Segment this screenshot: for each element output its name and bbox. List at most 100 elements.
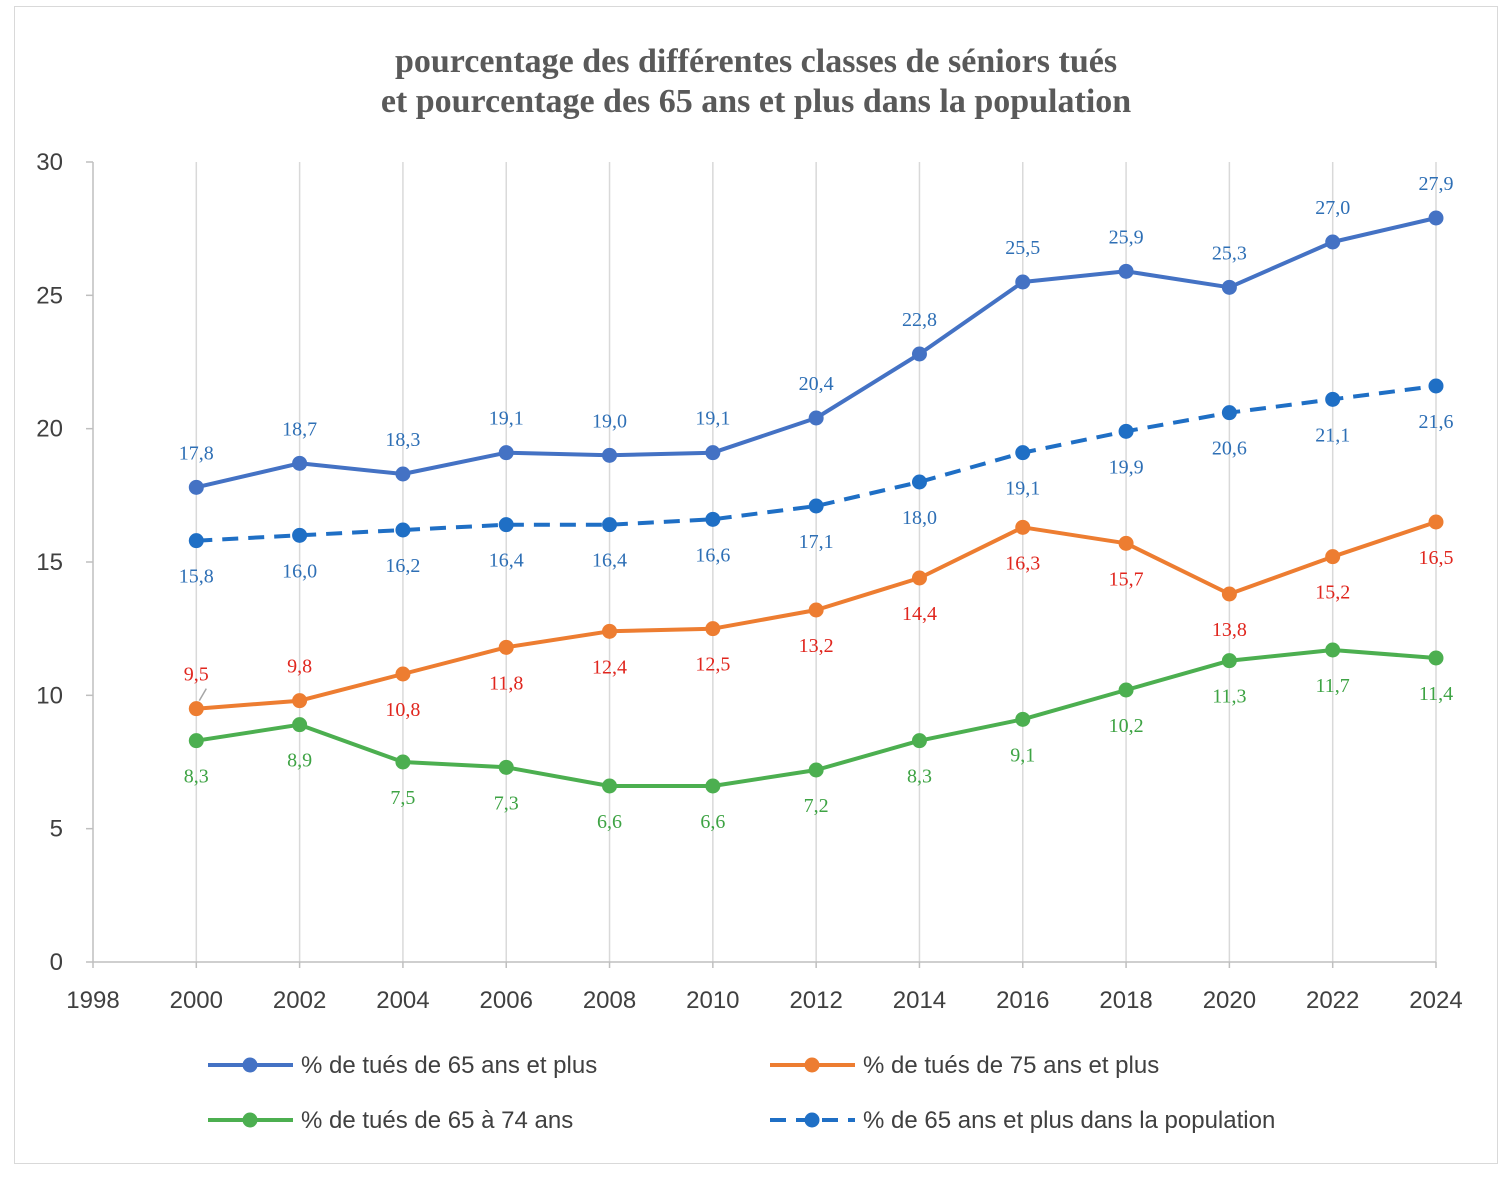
data-label: 18,0	[902, 507, 937, 529]
data-point-0-2000	[188, 479, 204, 495]
data-label: 17,1	[799, 531, 834, 553]
y-tick-label: 10	[36, 682, 63, 709]
data-label: 25,5	[1005, 237, 1040, 259]
data-label: 11,8	[489, 672, 523, 694]
data-point-0-2012	[808, 410, 824, 426]
data-label: 15,2	[1315, 582, 1350, 604]
data-label: 15,7	[1109, 568, 1144, 590]
data-point-0-2010	[705, 445, 721, 461]
data-label: 16,2	[385, 555, 420, 577]
data-point-2-2020	[1221, 653, 1237, 669]
data-label: 18,3	[385, 429, 420, 451]
data-label: 10,8	[385, 699, 420, 721]
legend-marker-2	[242, 1112, 258, 1128]
chart-title-line-2: et pourcentage des 65 ans et plus dans l…	[380, 83, 1132, 120]
data-point-2-2010	[705, 778, 721, 794]
data-label: 17,8	[179, 442, 214, 464]
data-point-1-2004	[395, 666, 411, 682]
chart-title-line-1: pourcentage des différentes classes de s…	[394, 43, 1118, 80]
data-label: 27,9	[1419, 173, 1454, 195]
data-point-1-2006	[498, 639, 514, 655]
data-point-0-2014	[911, 346, 927, 362]
data-label: 18,7	[282, 418, 317, 440]
y-tick-label: 0	[50, 949, 63, 976]
data-point-2-2000	[188, 733, 204, 749]
data-point-1-2018	[1118, 535, 1134, 551]
data-label: 19,1	[489, 408, 524, 430]
x-tick-label: 2022	[1306, 987, 1359, 1014]
data-point-1-2014	[911, 570, 927, 586]
data-label: 9,1	[1010, 744, 1035, 766]
data-label: 6,6	[700, 811, 725, 833]
data-point-1-2002	[292, 693, 308, 709]
legend-label-3: % de 65 ans et plus dans la population	[863, 1107, 1275, 1134]
x-tick-label: 2014	[893, 987, 946, 1014]
data-label: 19,1	[1005, 478, 1040, 500]
x-tick-label: 2006	[480, 987, 533, 1014]
data-point-3-2010	[705, 511, 721, 527]
data-point-3-2000	[188, 533, 204, 549]
data-label: 16,4	[592, 550, 627, 572]
data-label: 21,1	[1315, 424, 1350, 446]
data-point-2-2004	[395, 754, 411, 770]
x-tick-label: 2020	[1203, 987, 1256, 1014]
data-label: 11,3	[1212, 686, 1246, 708]
data-point-0-2020	[1221, 279, 1237, 295]
legend-label-0: % de tués de 65 ans et plus	[301, 1052, 597, 1079]
x-tick-label: 2002	[273, 987, 326, 1014]
data-point-0-2018	[1118, 263, 1134, 279]
x-tick-label: 1998	[66, 987, 119, 1014]
data-point-2-2016	[1015, 711, 1031, 727]
data-point-3-2006	[498, 517, 514, 533]
data-label: 8,3	[907, 766, 932, 788]
y-tick-label: 30	[36, 149, 63, 176]
y-tick-label: 25	[36, 282, 63, 309]
data-label: 8,9	[287, 750, 312, 772]
data-label: 25,9	[1109, 226, 1144, 248]
x-tick-label: 2004	[376, 987, 429, 1014]
legend-marker-1	[804, 1057, 820, 1073]
data-point-2-2014	[911, 733, 927, 749]
y-tick-label: 20	[36, 416, 63, 443]
data-label: 6,6	[597, 811, 622, 833]
data-point-2-2006	[498, 759, 514, 775]
label-leader-line	[198, 688, 207, 702]
data-point-1-2024	[1428, 514, 1444, 530]
data-label: 19,1	[695, 408, 730, 430]
data-point-1-2000	[188, 701, 204, 717]
data-label: 16,0	[282, 560, 317, 582]
data-point-1-2016	[1015, 519, 1031, 535]
data-point-1-2020	[1221, 586, 1237, 602]
data-point-0-2002	[292, 455, 308, 471]
data-label: 20,6	[1212, 438, 1247, 460]
legend-marker-3	[804, 1112, 820, 1128]
data-point-0-2024	[1428, 210, 1444, 226]
data-label: 15,8	[179, 566, 214, 588]
data-point-3-2002	[292, 527, 308, 543]
x-tick-label: 2000	[170, 987, 223, 1014]
data-point-3-2004	[395, 522, 411, 538]
data-point-3-2022	[1325, 391, 1341, 407]
data-point-0-2008	[602, 447, 618, 463]
data-label: 7,2	[804, 795, 829, 817]
data-point-3-2016	[1015, 445, 1031, 461]
data-point-1-2008	[602, 623, 618, 639]
data-point-0-2022	[1325, 234, 1341, 250]
data-point-2-2024	[1428, 650, 1444, 666]
x-tick-label: 2018	[1099, 987, 1152, 1014]
data-label: 22,8	[902, 309, 937, 331]
data-point-2-2002	[292, 717, 308, 733]
x-tick-label: 2012	[789, 987, 842, 1014]
data-label: 11,7	[1316, 675, 1350, 697]
data-label: 13,8	[1212, 619, 1247, 641]
data-point-3-2012	[808, 498, 824, 514]
data-label: 11,4	[1419, 683, 1453, 705]
data-point-3-2024	[1428, 378, 1444, 394]
data-label: 16,4	[489, 550, 524, 572]
x-tick-label: 2008	[583, 987, 636, 1014]
data-label: 16,6	[695, 544, 730, 566]
data-label: 12,5	[695, 654, 730, 676]
data-label: 14,4	[902, 603, 937, 625]
data-point-0-2016	[1015, 274, 1031, 290]
